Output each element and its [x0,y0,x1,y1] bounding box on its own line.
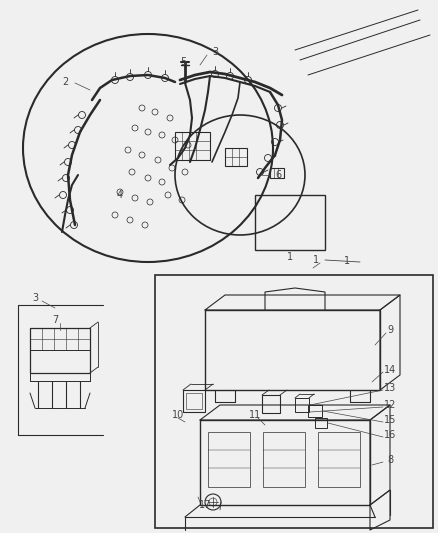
Text: 6: 6 [275,170,281,180]
Text: 3: 3 [212,47,218,57]
Text: 12: 12 [384,400,396,410]
Bar [270,168,284,178]
Text: 4: 4 [117,190,123,200]
Text: 10: 10 [172,410,184,420]
Text: 1: 1 [344,256,350,266]
Text: 17: 17 [199,500,211,510]
Text: 7: 7 [52,315,58,325]
Bar [255,195,325,250]
Bar [208,432,250,487]
Text: 1: 1 [287,252,293,262]
Bar [205,310,380,390]
Text: 16: 16 [384,430,396,440]
Bar [186,393,202,409]
Text: 14: 14 [384,365,396,375]
Bar [183,390,205,412]
Bar [308,405,322,417]
Text: 11: 11 [249,410,261,420]
Bar [262,395,280,413]
Bar [30,328,90,373]
Text: 2: 2 [62,77,68,87]
Bar [155,275,433,528]
Bar [175,132,210,160]
Bar [225,148,247,166]
Bar [200,420,370,505]
Text: 3: 3 [32,293,38,303]
Bar [30,328,90,350]
Text: 8: 8 [387,455,393,465]
Text: 1: 1 [313,255,319,265]
Text: 9: 9 [387,325,393,335]
Bar [295,398,309,412]
Text: 5: 5 [180,57,186,67]
Bar [315,418,327,428]
Bar [263,432,305,487]
Text: 15: 15 [384,415,396,425]
Text: 13: 13 [384,383,396,393]
Bar [318,432,360,487]
